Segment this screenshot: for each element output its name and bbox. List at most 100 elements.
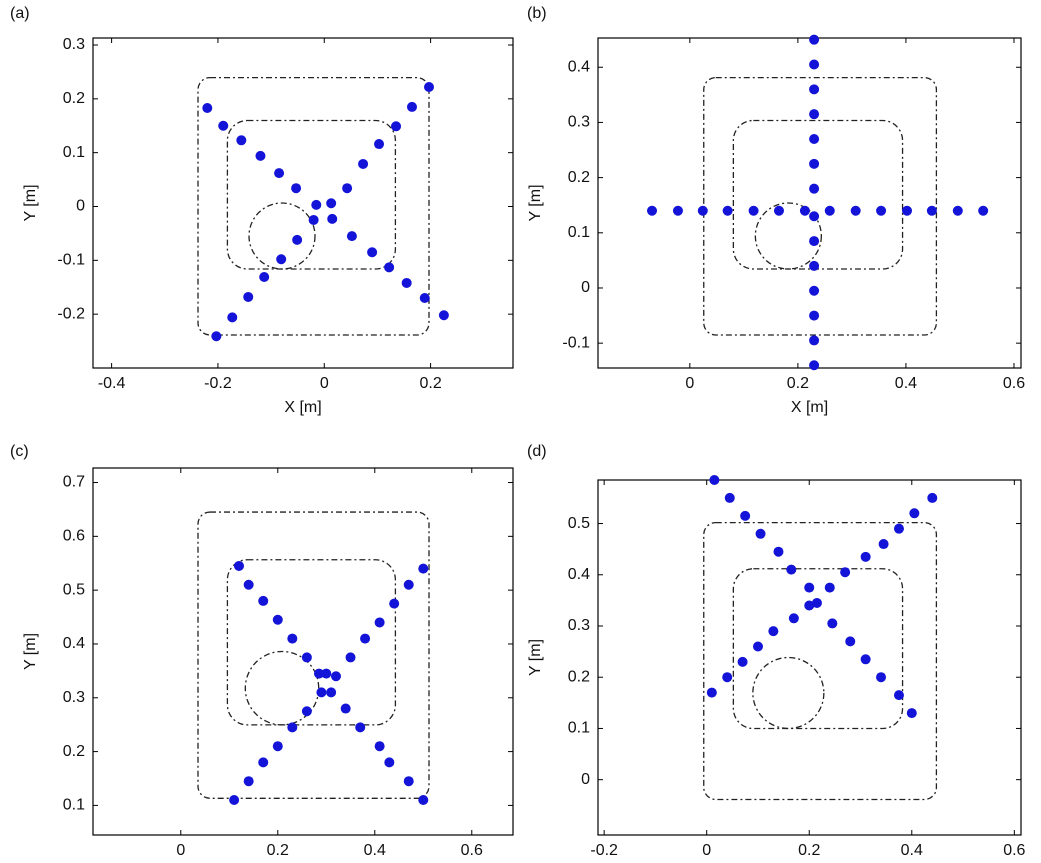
scatter-point [672,205,683,216]
scatter-point [893,523,904,534]
scatter-point [291,183,302,194]
scatter-point [809,335,820,346]
y-tick-label: 0.3 [568,114,590,131]
scatter-point [418,795,429,806]
scatter-point [355,722,366,733]
scatter-point [229,795,240,806]
scatter-point [860,654,871,665]
x-tick-label: 0.6 [1003,842,1025,859]
scatter-point [272,741,283,752]
scatter-point [809,260,820,271]
x-tick-label: 0.6 [1003,375,1025,392]
scatter-point [748,205,759,216]
scatter-point [876,205,887,216]
scatter-point [809,236,820,247]
y-axis-label: Y [m] [527,639,544,676]
scatter-point [218,120,229,131]
scatter-point [927,492,938,503]
scatter-point [809,310,820,321]
scatter-point [978,205,989,216]
scatter-point [709,475,720,485]
scatter-point [809,183,820,194]
engine-outline [244,650,320,726]
scatter-point [301,706,312,717]
engine-outline [703,521,938,801]
panel-label: (d) [527,443,547,460]
scatter-point [346,231,357,242]
engine-outline [226,119,397,270]
scatter-point [755,528,766,539]
y-tick-label: 0.1 [63,144,85,161]
scatter-point [809,59,820,70]
engine-outline [703,76,938,336]
y-tick-label: 0.2 [63,90,85,107]
scatter-point [403,776,414,787]
scatter-point [752,641,763,652]
scatter-point [287,633,298,644]
scatter-point [327,213,338,224]
scatter-point [243,776,254,787]
scatter-point [824,582,835,593]
y-tick-label: 0.4 [63,635,85,652]
scatter-point [202,102,213,113]
x-tick-label: -0.2 [204,375,232,392]
scatter-point [243,291,254,302]
plot-frame [597,479,1022,836]
x-tick-label: 0.2 [419,375,441,392]
y-tick-label: -0.1 [562,334,590,351]
y-tick-label: 0.3 [63,689,85,706]
scatter-point [401,277,412,288]
scatter-point [374,741,385,752]
scatter-point [827,618,838,629]
scatter-point [276,254,287,265]
scatter-point [799,205,810,216]
scatter-point [326,198,337,209]
scatter-point [211,331,222,342]
scatter-point [809,158,820,169]
scatter-point [367,247,378,258]
scatter-point [788,613,799,624]
x-tick-label: 0 [320,375,329,392]
scatter-point [345,652,356,663]
engine-outline [226,559,397,726]
scatter-point [809,285,820,296]
scatter-point [374,139,385,150]
x-tick-label: 0 [176,842,185,859]
y-tick-label: 0.5 [568,515,590,532]
scatter-point [804,600,815,611]
scatter-point [358,158,369,169]
scatter-point [809,211,820,222]
panel-label: (b) [527,5,547,22]
scatter-point [374,617,385,628]
y-tick-label: 0.3 [63,36,85,53]
engine-outline [754,202,822,270]
scatter-point [340,703,351,714]
scatter-point [768,626,779,637]
y-tick-label: 0.1 [63,797,85,814]
engine-outline [197,76,430,336]
scatter-point [418,563,429,574]
scatter-point [330,671,341,682]
y-tick-label: 0.1 [568,224,590,241]
scatter-point [233,560,244,571]
panel-label: (a) [10,5,30,22]
y-tick-label: 0.7 [63,474,85,491]
scatter-point [845,636,856,647]
scatter-point [773,205,784,216]
scatter-point [424,81,434,92]
y-tick-label: 0.1 [568,720,590,737]
scatter-point [909,508,920,519]
scatter-point [773,546,784,557]
x-tick-label: 0.6 [461,842,483,859]
scatter-point [724,492,735,503]
scatter-point [809,133,820,144]
scatter-point [722,672,733,683]
scatter-point [272,614,283,625]
scatter-point [419,293,430,304]
scatter-point [258,757,269,768]
scatter-point [321,668,332,679]
scatter-point [740,510,751,521]
x-tick-label: 0 [685,375,694,392]
scatter-point [384,262,395,273]
